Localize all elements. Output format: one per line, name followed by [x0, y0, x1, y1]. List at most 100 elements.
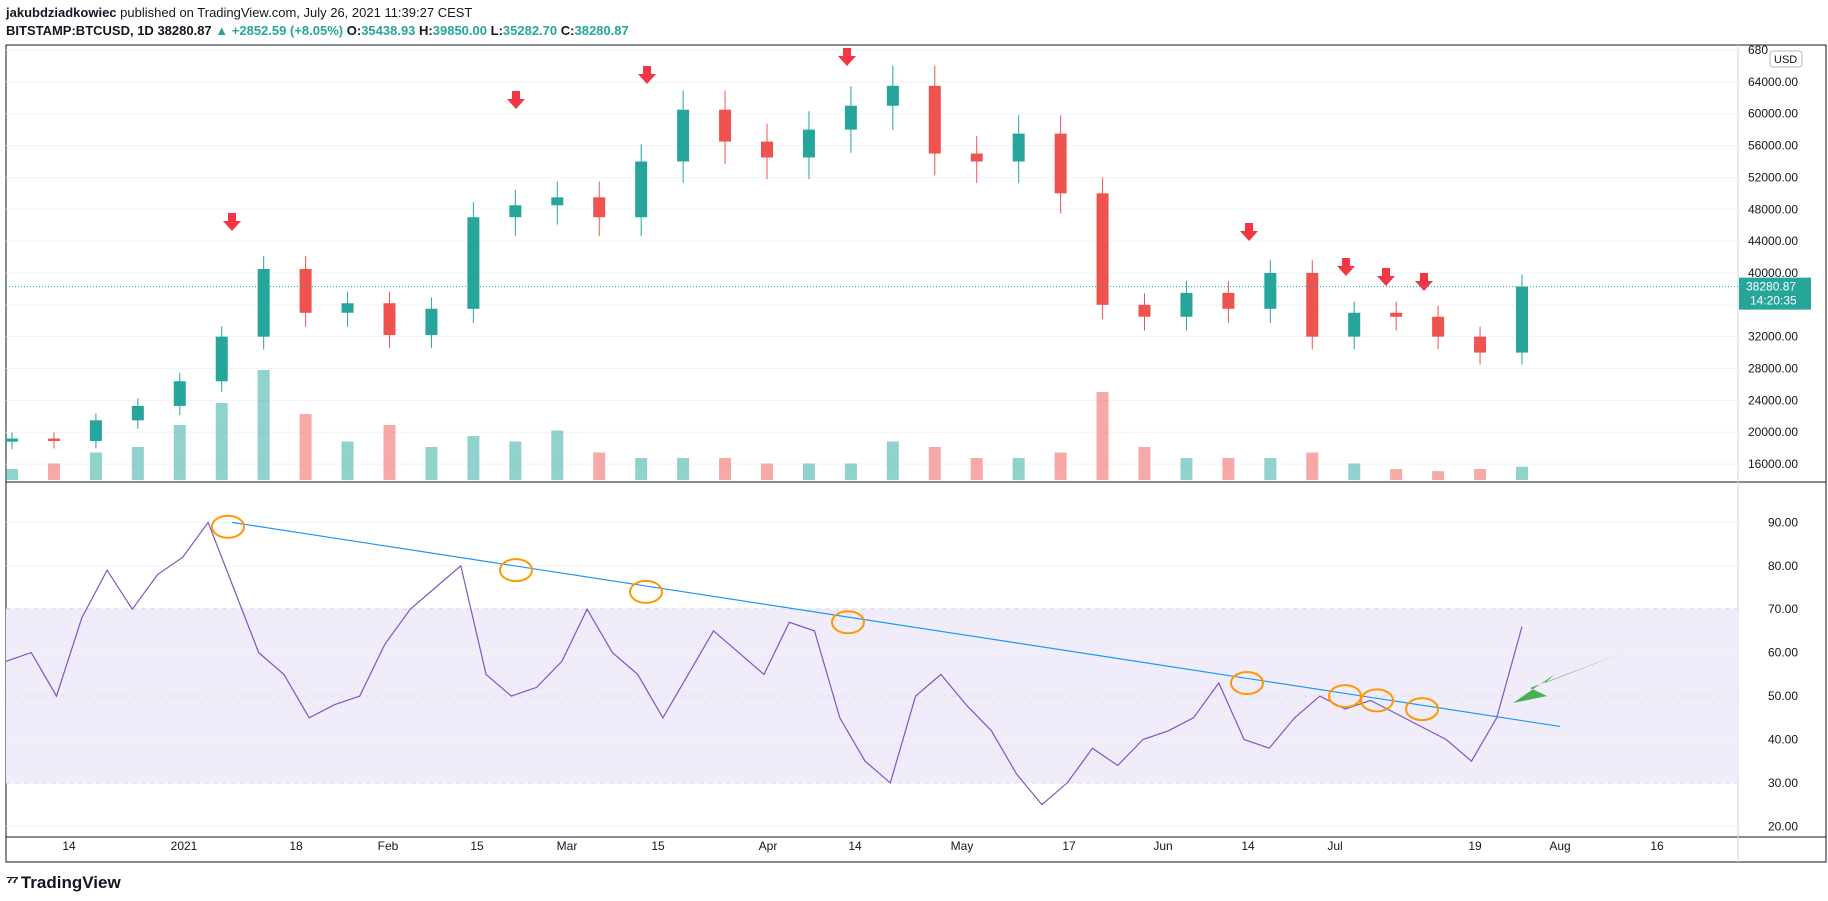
price-tick-label: 44000.00 — [1748, 234, 1798, 248]
rsi-tick-label: 60.00 — [1768, 646, 1798, 660]
volume-bar — [383, 425, 396, 480]
rsi-tick-label: 90.00 — [1768, 515, 1798, 529]
tradingview-logo[interactable]: ⁷⁷ TradingView — [6, 872, 121, 893]
price-tick-label: 28000.00 — [1748, 362, 1798, 376]
volume-bar — [719, 458, 732, 480]
candle-body — [551, 197, 564, 206]
published-info: published on TradingView.com, July 26, 2… — [120, 5, 473, 20]
price-tick-label: 60000.00 — [1748, 107, 1798, 121]
time-tick-label: 17 — [1062, 839, 1076, 853]
volume-bar — [1180, 458, 1193, 480]
candle-body — [1390, 312, 1403, 317]
close-label: C: — [560, 23, 575, 38]
price-tick-label: 20000.00 — [1748, 425, 1798, 439]
highlight-circle — [629, 579, 663, 604]
volume-bar — [1264, 458, 1277, 480]
price-tick-label: 16000.00 — [1748, 457, 1798, 471]
candle-body — [802, 129, 815, 158]
candle-body — [1222, 292, 1235, 309]
volume-bar — [1138, 447, 1151, 480]
last-price-badge — [1739, 277, 1811, 310]
candle-body — [761, 141, 773, 158]
candle-body — [173, 381, 186, 406]
volume-bar — [802, 463, 815, 480]
volume-bar — [173, 425, 186, 480]
time-tick-label: 19 — [1468, 839, 1482, 853]
candle-body — [89, 420, 102, 441]
open-value: 35438.93 — [361, 23, 416, 38]
volume-bar — [1096, 392, 1109, 480]
last-price-label: 38280.87 — [1746, 280, 1796, 294]
candle-body — [215, 336, 228, 382]
author-name[interactable]: jakubdziadkowiec — [6, 5, 117, 20]
candle-body — [299, 268, 312, 313]
candle-body — [593, 197, 606, 218]
last-price: 38280.87 — [157, 23, 212, 38]
candle-body — [928, 85, 941, 154]
price-tick-label: 56000.00 — [1748, 139, 1798, 153]
countdown-label: 14:20:35 — [1750, 294, 1797, 308]
candle-body — [1432, 316, 1445, 337]
symbol-name[interactable]: BITSTAMP:BTCUSD, 1D — [6, 23, 154, 38]
down-arrow-icon — [507, 91, 525, 109]
time-tick-label: Jul — [1327, 839, 1342, 853]
volume-bar — [886, 441, 899, 480]
candle-body — [635, 161, 648, 218]
symbol-line: BITSTAMP:BTCUSD, 1D 38280.87 ▲ +2852.59 … — [6, 22, 629, 40]
volume-bar — [1306, 452, 1319, 480]
volume-bar — [257, 370, 270, 480]
price-tick-label: 52000.00 — [1748, 170, 1798, 184]
volume-bar — [1012, 458, 1025, 480]
high-label: H: — [419, 23, 433, 38]
time-tick-label: Aug — [1549, 839, 1570, 853]
highlight-circle — [499, 558, 533, 583]
price-tick-label: 24000.00 — [1748, 393, 1798, 407]
time-tick-label: 2021 — [171, 839, 198, 853]
publish-line: jakubdziadkowiec published on TradingVie… — [6, 4, 629, 22]
candle-body — [844, 105, 857, 130]
rsi-tick-label: 30.00 — [1768, 776, 1798, 790]
rsi-tick-label: 50.00 — [1768, 689, 1798, 703]
price-tick-label: 680 — [1748, 43, 1768, 57]
highlight-circle — [1405, 697, 1439, 722]
currency-label: USD — [1774, 54, 1797, 66]
volume-bar — [299, 414, 312, 480]
green-arrow-icon — [1513, 652, 1625, 703]
price-tick-label: 40000.00 — [1748, 266, 1798, 280]
volume-bar — [761, 463, 773, 480]
price-tick-label: 32000.00 — [1748, 330, 1798, 344]
volume-bar — [47, 463, 60, 480]
candle-body — [1180, 292, 1193, 317]
candle-body — [1516, 286, 1528, 353]
candle-body — [47, 438, 60, 441]
down-arrow-icon — [1337, 258, 1355, 276]
candle-body — [719, 109, 732, 142]
price-tick-label: 48000.00 — [1748, 202, 1798, 216]
chart-border — [5, 44, 1827, 863]
candle-body — [886, 85, 899, 106]
down-arrow-icon — [838, 48, 856, 66]
candle-body — [1096, 193, 1109, 305]
volume-bar — [215, 403, 228, 480]
candle-body — [131, 405, 144, 421]
highlight-circle — [831, 610, 865, 635]
time-tick-label: 15 — [651, 839, 665, 853]
volume-bar — [593, 452, 606, 480]
volume-bar — [467, 436, 480, 480]
candle-body — [1306, 272, 1319, 337]
price-tick-label: 64000.00 — [1748, 75, 1798, 89]
down-arrow-icon — [1415, 273, 1433, 291]
highlight-circle — [1230, 671, 1264, 696]
volume-bar — [928, 447, 941, 480]
time-tick-label: 18 — [289, 839, 303, 853]
change-up-icon: ▲ — [215, 23, 229, 38]
highlight-circle — [1360, 688, 1394, 713]
tradingview-logo-icon: ⁷⁷ — [6, 872, 19, 892]
volume-bar — [1474, 469, 1487, 480]
candle-body — [970, 153, 983, 162]
close-value: 38280.87 — [574, 23, 629, 38]
time-tick-label: Apr — [759, 839, 778, 853]
candle-body — [509, 205, 522, 218]
candle-body — [425, 308, 438, 336]
